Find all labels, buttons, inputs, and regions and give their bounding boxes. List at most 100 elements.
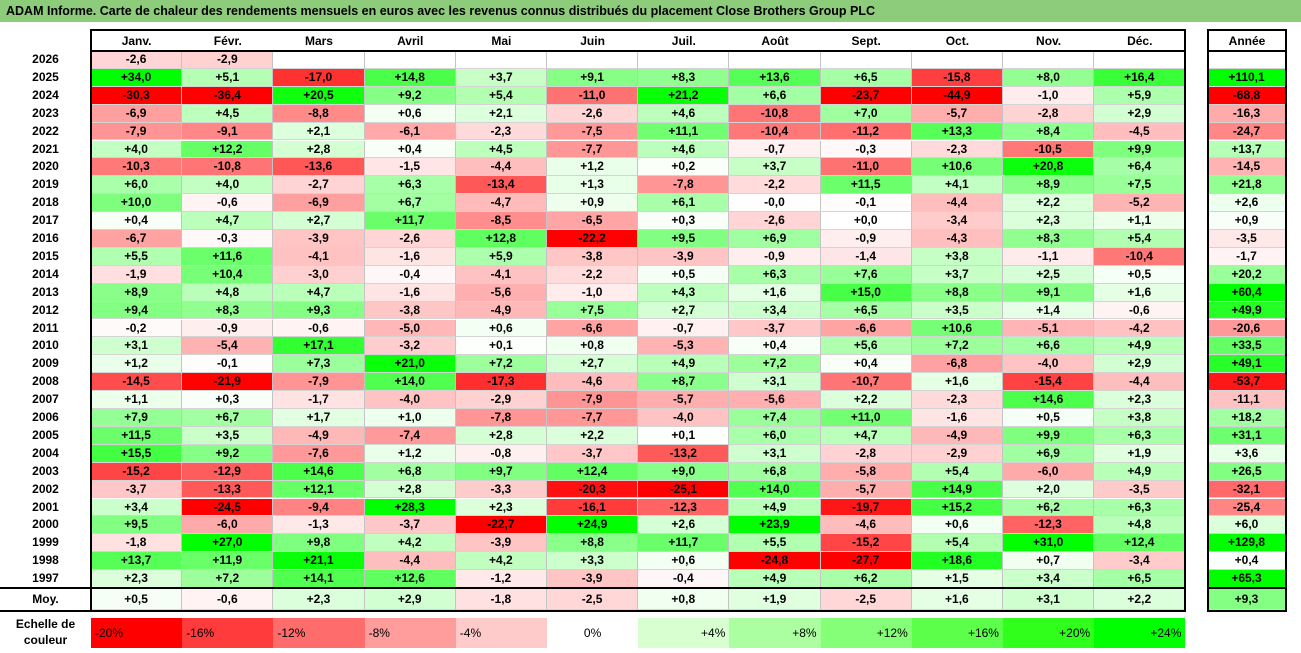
heatmap-cell: +8,9 (91, 283, 183, 302)
heatmap-cell: -24,8 (729, 552, 821, 571)
heatmap-cell: +6,7 (182, 409, 274, 427)
heatmap-cell: +0,0 (820, 212, 912, 230)
color-scale-swatch: +4% (638, 618, 730, 648)
heatmap-cell: -0,2 (91, 319, 183, 338)
heatmap-cell: -3,5 (1094, 480, 1186, 499)
heatmap-cell: +28,3 (364, 498, 456, 517)
heatmap-cell: -0,3 (182, 230, 274, 248)
heatmap-cell: -21,9 (182, 373, 274, 392)
heatmap-cell: -2,6 (364, 230, 456, 248)
heatmap-cell: +3,3 (547, 552, 639, 571)
heatmap-cell: -1,8 (91, 534, 183, 553)
heatmap-cell: +14,9 (911, 480, 1003, 499)
heatmap-cell: +2,3 (1003, 212, 1095, 230)
heatmap-cell: -0,9 (820, 230, 912, 248)
heatmap-cell: -0,3 (820, 140, 912, 159)
heatmap-cell: -5,7 (911, 104, 1003, 123)
year-label: 1999 (32, 535, 59, 550)
heatmap-cell: -5,8 (820, 462, 912, 481)
column-header: Sept. (851, 34, 881, 48)
heatmap-cell: +4,5 (455, 140, 547, 159)
heatmap-cell: +3,4 (1003, 570, 1095, 588)
heatmap-cell (1094, 51, 1186, 69)
year-label: 2023 (32, 105, 59, 120)
heatmap-cell: +6,5 (820, 301, 912, 320)
heatmap-cell: -0,9 (729, 247, 821, 266)
heatmap-cell: -7,4 (364, 426, 456, 445)
year-label: 2004 (32, 445, 59, 460)
column-header: Août (761, 34, 789, 48)
heatmap-cell: +11,7 (364, 212, 456, 230)
heatmap-cell: +0,6 (364, 104, 456, 123)
heatmap-cell: -6,8 (911, 355, 1003, 374)
year-label: 2022 (32, 123, 59, 138)
heatmap-cell: -6,9 (91, 104, 183, 123)
year-label: 2000 (32, 517, 59, 532)
heatmap-cell: -0,6 (1094, 301, 1186, 320)
heatmap-cell: +4,8 (1094, 516, 1186, 535)
year-label: 2015 (32, 248, 59, 263)
heatmap-cell (638, 51, 730, 69)
heatmap-cell: -27,7 (820, 552, 912, 571)
heatmap-cell: -23,7 (820, 86, 912, 105)
average-cell: +0,5 (91, 589, 183, 610)
heatmap-cell: -3,7 (364, 516, 456, 535)
heatmap-cell: -5,6 (729, 391, 821, 409)
annual-cell: +33,5 (1208, 337, 1286, 356)
average-cell: -1,8 (455, 589, 547, 610)
grid-border (90, 29, 92, 612)
color-scale-swatch: +20% (1003, 618, 1095, 648)
heatmap-cell: +6,7 (364, 194, 456, 213)
annual-cell: +0,9 (1208, 212, 1286, 230)
heatmap-cell: +3,8 (911, 247, 1003, 266)
year-label: 2020 (32, 159, 59, 174)
heatmap-cell: -3,7 (729, 319, 821, 338)
heatmap-cell: +4,7 (273, 283, 365, 302)
heatmap-cell: +6,2 (1003, 498, 1095, 517)
color-scale-swatch: +24% (1094, 618, 1186, 648)
heatmap-cell: +9,8 (273, 534, 365, 553)
column-header: Juin (580, 34, 605, 48)
column-header: Juil. (671, 34, 696, 48)
heatmap-cell: +6,0 (91, 176, 183, 195)
year-label: 2003 (32, 463, 59, 478)
heatmap-cell: +7,9 (91, 409, 183, 427)
heatmap-cell: +34,0 (91, 68, 183, 87)
color-scale-swatch: 0% (547, 618, 639, 648)
heatmap-cell: -0,7 (729, 140, 821, 159)
annual-cell: +110,1 (1208, 68, 1286, 87)
heatmap-cell: -5,0 (364, 319, 456, 338)
year-label: 2021 (32, 141, 59, 156)
heatmap-cell: -12,9 (182, 462, 274, 481)
heatmap-cell: -4,4 (364, 552, 456, 571)
heatmap-cell: +3,1 (729, 373, 821, 392)
annual-cell: +129,8 (1208, 534, 1286, 553)
heatmap-cell: +14,1 (273, 570, 365, 588)
heatmap-cell: +5,1 (182, 68, 274, 87)
heatmap-cell: +8,9 (1003, 176, 1095, 195)
column-header: Oct. (945, 34, 970, 48)
heatmap-cell: +0,6 (638, 552, 730, 571)
heatmap-cell: +1,2 (364, 444, 456, 463)
heatmap-cell: -5,4 (182, 337, 274, 356)
heatmap-cell: +0,7 (1003, 552, 1095, 571)
annual-cell: +21,8 (1208, 176, 1286, 195)
heatmap-cell: -5,6 (455, 283, 547, 302)
annual-cell: +6,0 (1208, 516, 1286, 535)
heatmap-cell: +7,2 (182, 570, 274, 588)
heatmap-cell: -3,4 (911, 212, 1003, 230)
year-label: 2010 (32, 338, 59, 353)
heatmap-cell: -0,9 (182, 319, 274, 338)
average-cell: +1,6 (911, 589, 1003, 610)
heatmap-cell: -8,8 (273, 104, 365, 123)
average-cell: +2,3 (273, 589, 365, 610)
heatmap-cell: +17,1 (273, 337, 365, 356)
heatmap-cell: -7,8 (638, 176, 730, 195)
heatmap-cell: +11,7 (638, 534, 730, 553)
heatmap-cell (455, 51, 547, 69)
heatmap-cell: +12,4 (1094, 534, 1186, 553)
heatmap-cell: +14,0 (364, 373, 456, 392)
year-label: 2026 (32, 52, 59, 66)
heatmap-cell: +5,4 (911, 462, 1003, 481)
heatmap-cell: -6,5 (547, 212, 639, 230)
